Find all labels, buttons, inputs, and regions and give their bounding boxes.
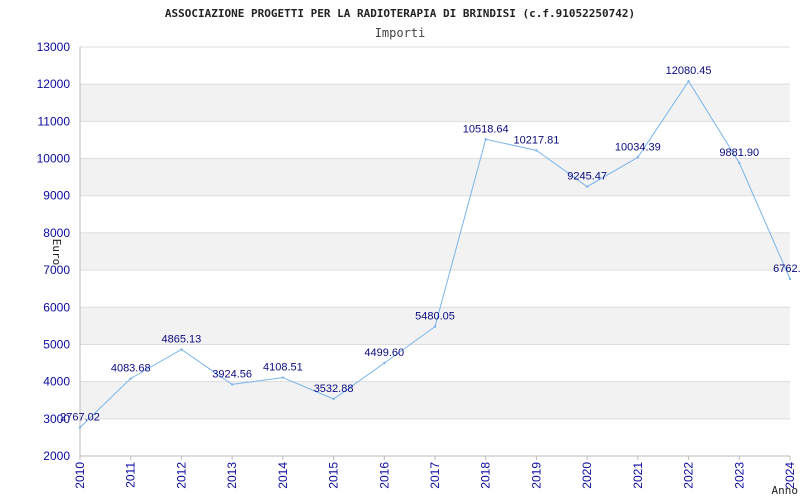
data-point	[636, 156, 640, 159]
x-axis-ticks: 2010 2011 2012 2013 2014 2015 2016 2017 2018 2019…	[73, 456, 797, 489]
y-tick-label: 13000	[37, 40, 71, 54]
data-point	[230, 383, 234, 386]
x-tick-label: 2012	[174, 462, 188, 489]
data-label: 9245.47	[567, 171, 607, 183]
data-point	[484, 138, 487, 141]
gridlines	[80, 46, 790, 457]
x-tick-label: 2022	[682, 462, 696, 489]
data-label: 9881.90	[719, 147, 759, 159]
data-point	[78, 426, 82, 429]
x-tick-label: 2024	[783, 462, 797, 489]
data-label: 3924.56	[212, 368, 252, 380]
x-axis-label: Anno	[772, 484, 799, 497]
data-point	[383, 361, 386, 365]
y-tick-label: 3000	[43, 412, 70, 426]
y-tick-label: 6000	[43, 300, 70, 314]
y-tick-label: 8000	[43, 226, 70, 240]
y-tick-label: 4000	[43, 375, 70, 389]
data-label: 12080.45	[666, 65, 712, 77]
y-tick-label: 2000	[43, 449, 70, 463]
y-tick-label: 5000	[43, 337, 70, 351]
data-label: 4865.13	[162, 333, 202, 345]
data-label: 4499.60	[364, 347, 404, 359]
x-tick-label: 2023	[732, 462, 746, 489]
data-label: 4083.68	[111, 363, 151, 375]
grid-band-9000	[80, 158, 790, 196]
y-tick-label: 10000	[37, 152, 71, 166]
x-tick-label: 2021	[631, 462, 645, 489]
data-point	[129, 377, 132, 380]
x-tick-label: 2011	[124, 462, 138, 488]
grid-band-3000	[80, 381, 790, 419]
data-point	[687, 79, 690, 83]
x-tick-label: 2019	[529, 462, 543, 489]
data-label: 2767.02	[60, 411, 100, 423]
grid-bands	[80, 84, 790, 419]
x-tick-label: 2015	[327, 462, 341, 489]
x-tick-label: 2016	[377, 462, 391, 489]
grid-band-7000	[80, 232, 790, 271]
y-axis-label: Euro	[50, 239, 63, 266]
y-tick-label: 9000	[43, 189, 70, 203]
series-group	[78, 79, 792, 429]
data-label: 10518.64	[463, 123, 509, 135]
data-point	[738, 161, 741, 165]
chart-title: ASSOCIAZIONE PROGETTI PER LA RADIOTERAPI…	[165, 7, 635, 20]
y-tick-label: 11000	[38, 114, 71, 128]
data-label: 5480.05	[415, 311, 455, 323]
data-point	[788, 277, 792, 281]
x-tick-label: 2020	[580, 462, 594, 489]
data-point	[180, 348, 183, 351]
y-tick-label: 7000	[43, 263, 70, 277]
data-label: 10034.39	[615, 141, 661, 153]
x-tick-label: 2013	[225, 462, 239, 489]
x-tick-label: 2017	[428, 462, 442, 489]
y-axis-ticks: 2000 3000 4000 5000 6000 7000 8000 9000 10000 110…	[37, 40, 71, 463]
data-point	[332, 397, 335, 401]
chart-subtitle: Importi	[375, 26, 426, 40]
data-labels: 2767.02 4083.68 4865.13 3924.56 4108.51 3532.…	[60, 65, 800, 423]
x-tick-label: 2010	[73, 462, 87, 489]
data-point	[433, 325, 437, 328]
x-tick-label: 2018	[479, 462, 493, 489]
data-label: 3532.88	[314, 383, 354, 395]
y-tick-label: 12000	[37, 77, 71, 91]
grid-band-11000	[80, 84, 790, 122]
data-label: 10217.81	[513, 134, 559, 146]
data-point	[585, 185, 589, 188]
data-label: 6762.8	[773, 263, 800, 275]
data-point	[535, 149, 538, 152]
data-point	[281, 376, 285, 379]
x-tick-label: 2014	[276, 462, 290, 489]
data-label: 4108.51	[263, 362, 303, 374]
